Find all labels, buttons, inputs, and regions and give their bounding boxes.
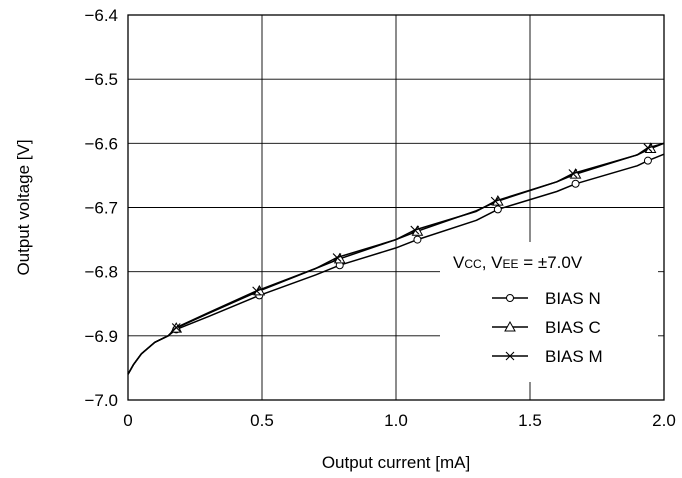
data-point-bias-m — [410, 225, 420, 235]
x-axis-title: Output current [mA] — [322, 453, 470, 472]
x-tick-label: 0 — [123, 411, 132, 430]
legend-label-bias-n: BIAS N — [545, 289, 601, 308]
condition-label: VCC, VEE = ±7.0V — [453, 253, 583, 272]
y-tick-label: −6.7 — [84, 199, 118, 218]
x-tick-label: 1.5 — [518, 411, 542, 430]
condition-v1-sub: CC — [464, 257, 482, 271]
data-point-bias-m-stroke — [332, 253, 342, 262]
data-point-bias-m — [252, 286, 262, 296]
condition-v1: V — [453, 253, 465, 272]
x-tick-label: 2.0 — [652, 411, 676, 430]
legend-marker-bias-c — [504, 320, 516, 332]
data-point-bias-m-stroke — [410, 225, 420, 235]
data-point-bias-n — [493, 205, 502, 214]
legend-marker-bias-m — [505, 351, 515, 361]
data-point-bias-m — [568, 169, 578, 178]
data-point-bias-m-stroke — [568, 169, 578, 178]
x-tick-label: 1.0 — [384, 411, 408, 430]
legend-item-bias-n: BIAS N — [492, 289, 601, 308]
legend-items: BIAS N BIAS C BIAS M — [492, 289, 603, 366]
series-bias-m — [127, 142, 665, 375]
y-tick-label: −6.9 — [84, 327, 118, 346]
data-point-bias-m-stroke — [171, 323, 181, 332]
x-tick-label: 0.5 — [250, 411, 274, 430]
series-layer — [127, 142, 665, 375]
condition-v2: V — [491, 253, 503, 272]
legend-marker-bias-m-stroke — [505, 351, 515, 361]
legend-item-bias-m: BIAS M — [492, 347, 603, 366]
y-tick-label: −6.5 — [84, 70, 118, 89]
condition-sep: , — [482, 253, 491, 272]
data-point-bias-m-stroke — [490, 196, 500, 206]
legend-item-bias-c: BIAS C — [492, 318, 601, 337]
data-point-bias-m — [332, 253, 342, 262]
data-point-bias-n — [413, 235, 422, 244]
tick-labels: 0 0.5 1.0 1.5 2.0 −6.4 −6.5 −6.6 −6.7 −6.8 −6.9 −7.… — [84, 6, 675, 430]
plot-frame — [127, 14, 665, 401]
data-point-bias-m — [171, 323, 181, 332]
y-tick-label: −6.6 — [84, 134, 118, 153]
data-point-bias-n — [643, 156, 652, 165]
legend-marker-bias-n — [506, 294, 514, 302]
legend-background — [440, 242, 658, 382]
data-point-bias-m-stroke — [643, 143, 653, 153]
condition-v2-sub: EE — [502, 257, 518, 271]
data-point-bias-n — [571, 179, 580, 188]
y-tick-label: −6.4 — [84, 6, 118, 25]
y-tick-label: −6.8 — [84, 263, 118, 282]
y-axis-title: Output voltage [V] — [14, 139, 33, 275]
condition-value: = ±7.0V — [519, 253, 583, 272]
grid — [128, 15, 664, 400]
data-point-bias-m — [490, 196, 500, 206]
y-tick-label: −7.0 — [84, 391, 118, 410]
legend-label-bias-c: BIAS C — [545, 318, 601, 337]
legend-label-bias-m: BIAS M — [545, 347, 603, 366]
data-point-bias-m — [643, 143, 653, 153]
data-point-bias-m-stroke — [252, 286, 262, 296]
